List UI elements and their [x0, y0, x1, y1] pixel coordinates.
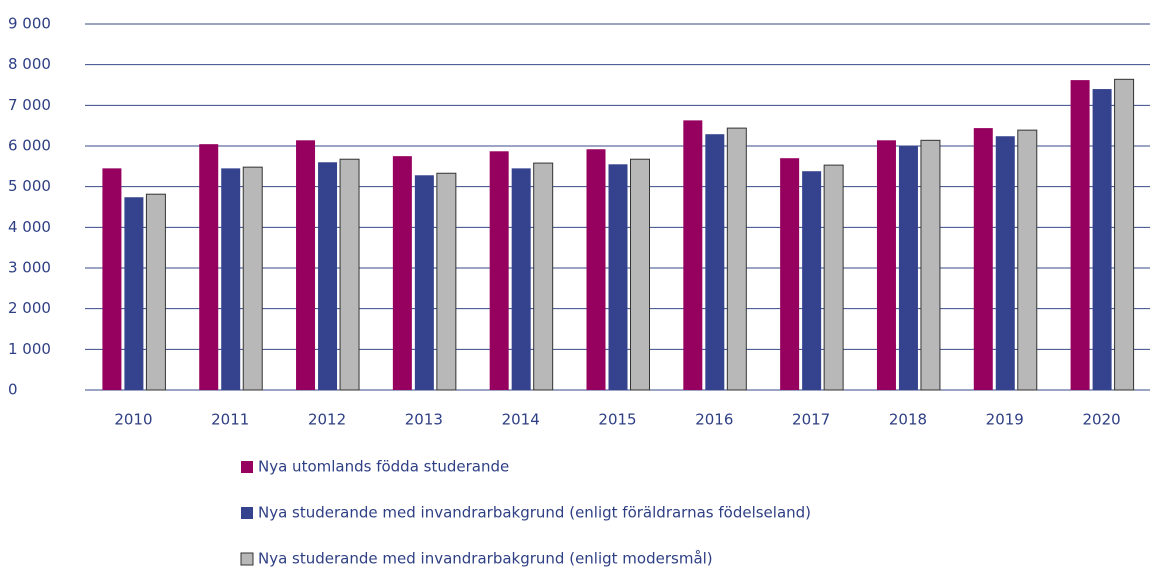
bar: [1114, 78, 1135, 391]
bar: [318, 162, 338, 390]
bar: [876, 140, 896, 390]
bar: [339, 158, 360, 391]
bar: [1070, 80, 1090, 391]
bar: [102, 168, 122, 390]
y-tick-label: 5 000: [8, 177, 51, 195]
legend-label: Nya utomlands födda studerande: [258, 458, 509, 476]
legend-swatch: [241, 461, 253, 473]
legend-label: Nya studerande med invandrarbakgrund (en…: [258, 550, 713, 568]
bar: [995, 136, 1015, 390]
bar: [392, 156, 412, 390]
bar: [221, 168, 241, 390]
bar: [1092, 89, 1112, 391]
bar: [199, 144, 219, 390]
y-tick-label: 7 000: [8, 96, 51, 114]
bar: [780, 158, 800, 390]
bar: [802, 171, 822, 390]
bar: [1017, 129, 1038, 391]
y-tick-label: 1 000: [8, 340, 51, 358]
y-tick-label: 4 000: [8, 218, 51, 236]
x-tick-label: 2018: [889, 411, 927, 429]
y-tick-label: 9 000: [8, 15, 51, 33]
x-tick-label: 2015: [598, 411, 636, 429]
legend-swatch: [241, 507, 253, 519]
x-tick-label: 2017: [792, 411, 830, 429]
x-tick-label: 2014: [502, 411, 540, 429]
bar: [726, 127, 747, 391]
y-tick-label: 2 000: [8, 299, 51, 317]
x-tick-label: 2011: [211, 411, 249, 429]
bar: [608, 164, 628, 390]
x-tick-label: 2020: [1082, 411, 1120, 429]
bar: [124, 197, 144, 390]
x-tick-label: 2013: [405, 411, 443, 429]
bar: [511, 168, 531, 390]
bar: [489, 151, 509, 390]
bar: [705, 134, 725, 390]
legend-swatch: [240, 552, 254, 566]
bar: [296, 140, 316, 390]
bar: [630, 158, 650, 391]
x-tick-label: 2012: [308, 411, 346, 429]
x-tick-label: 2016: [695, 411, 733, 429]
y-tick-label: 3 000: [8, 259, 51, 277]
y-tick-label: 0: [8, 381, 18, 399]
bar: [973, 128, 993, 390]
bar: [414, 175, 434, 390]
bar: [436, 172, 457, 391]
x-tick-label: 2019: [986, 411, 1024, 429]
bar: [898, 146, 918, 390]
bar: [145, 193, 166, 391]
legend-label: Nya studerande med invandrarbakgrund (en…: [258, 504, 811, 522]
bar: [920, 139, 941, 391]
bar: [823, 164, 844, 391]
y-tick-label: 6 000: [8, 137, 51, 155]
bar: [586, 149, 606, 390]
bar: [242, 166, 263, 391]
bar: [683, 120, 703, 390]
x-tick-label: 2010: [114, 411, 152, 429]
y-tick-label: 8 000: [8, 55, 51, 73]
bar: [533, 162, 554, 391]
